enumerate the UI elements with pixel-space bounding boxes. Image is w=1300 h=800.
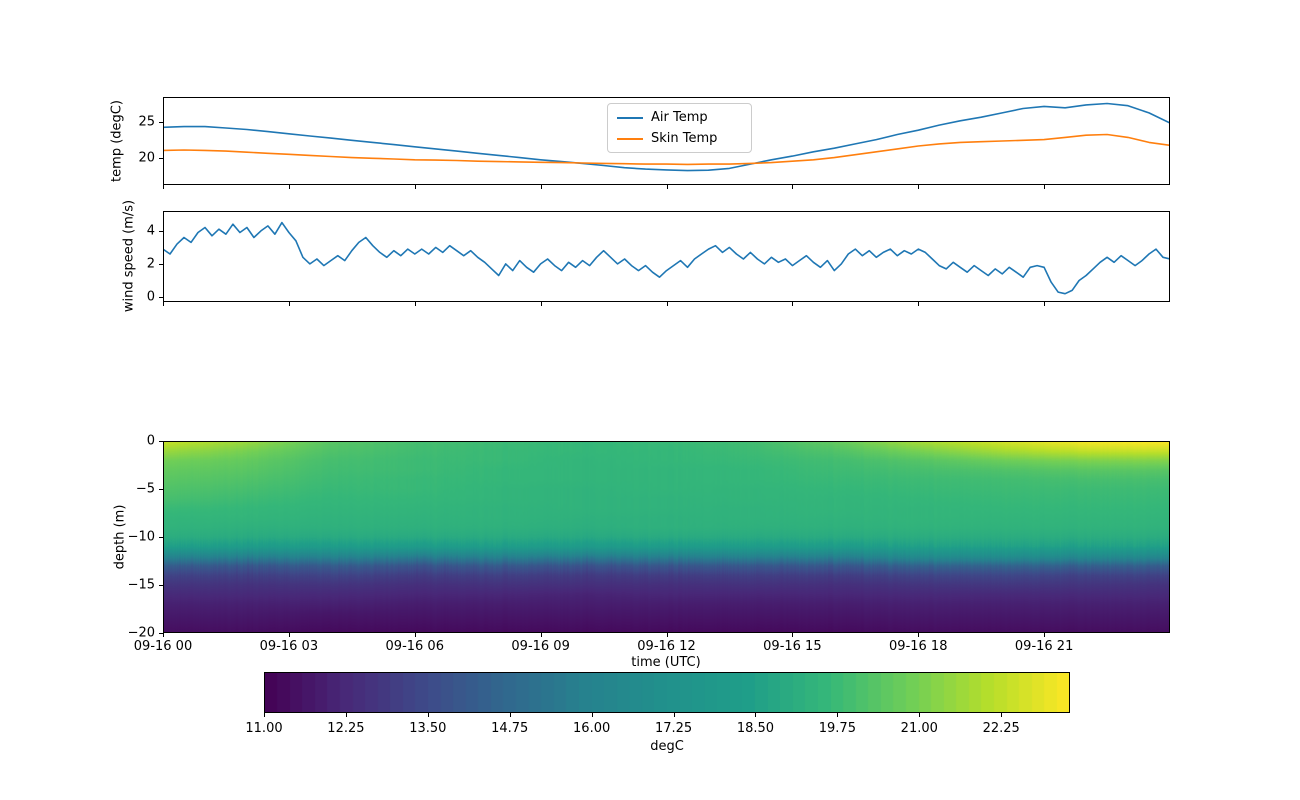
y-tick-label: 0 — [146, 433, 155, 449]
air-temp-line-sample — [617, 116, 643, 119]
x-tick — [666, 633, 668, 637]
colorbar — [264, 672, 1070, 713]
x-tick — [540, 633, 542, 637]
colorbar-tick-label: 11.00 — [245, 721, 283, 736]
y-tick-label: 20 — [138, 150, 155, 166]
y-tick-label: 25 — [138, 114, 155, 130]
colorbar-tick — [755, 713, 757, 717]
y-tick — [159, 158, 163, 160]
legend-entry-skin-temp: Skin Temp — [617, 131, 741, 146]
x-tick — [666, 302, 668, 306]
colorbar-label: degC — [650, 739, 684, 754]
y-tick — [159, 263, 163, 265]
y-tick-label: −10 — [127, 529, 155, 545]
x-tick-label: 09-16 06 — [385, 639, 444, 654]
legend-entry-air-temp: Air Temp — [617, 110, 741, 125]
air-temp-line — [163, 102, 1170, 172]
x-tick — [1044, 302, 1046, 306]
x-tick-label: 09-16 03 — [259, 639, 319, 654]
x-tick-label: 09-16 21 — [1014, 639, 1074, 654]
y-tick-label: −5 — [135, 481, 155, 497]
x-tick — [414, 302, 416, 306]
colorbar-tick — [673, 713, 675, 717]
y-tick-label: 4 — [146, 223, 155, 239]
x-tick — [918, 185, 920, 189]
x-tick-label: 09-16 15 — [763, 639, 822, 654]
colorbar-tick-label: 19.75 — [818, 721, 856, 736]
y-tick-label: −15 — [127, 577, 155, 593]
x-tick — [163, 302, 164, 306]
colorbar-tick-label: 16.00 — [573, 721, 611, 736]
y-tick — [159, 297, 163, 299]
x-tick — [666, 185, 668, 189]
x-tick-label: 09-16 18 — [889, 639, 948, 654]
x-tick — [163, 633, 164, 637]
skin-temp-legend-label: Skin Temp — [651, 131, 718, 146]
air-temp-legend-label: Air Temp — [651, 110, 708, 125]
colorbar-tick — [264, 713, 265, 717]
y-tick — [159, 441, 163, 442]
colorbar-tick-label: 13.50 — [409, 721, 447, 736]
x-tick — [163, 185, 164, 189]
x-tick — [792, 633, 794, 637]
y-tick — [159, 537, 163, 538]
skin-temp-line — [163, 133, 1170, 166]
depth-ylabel: depth (m) — [112, 504, 128, 570]
x-tick-label: 09-16 09 — [511, 639, 570, 654]
y-tick — [159, 122, 163, 124]
colorbar-tick-label: 22.25 — [982, 721, 1020, 736]
x-tick-label: 09-16 00 — [133, 639, 193, 654]
x-tick — [918, 302, 920, 306]
y-tick — [159, 230, 163, 232]
legend: Air Temp Skin Temp — [607, 103, 752, 153]
colorbar-tick-label: 12.25 — [327, 721, 365, 736]
x-tick — [540, 185, 542, 189]
x-tick — [918, 633, 920, 637]
colorbar-tick-label: 17.25 — [654, 721, 693, 736]
depth-temperature-heatmap — [163, 441, 1170, 633]
x-tick — [414, 185, 416, 189]
y-tick — [159, 633, 163, 634]
x-tick — [1044, 633, 1046, 637]
x-tick — [792, 185, 794, 189]
y-tick — [159, 489, 163, 490]
x-tick — [288, 633, 290, 637]
x-tick — [414, 633, 416, 637]
colorbar-tick — [1001, 713, 1003, 717]
y-tick — [159, 585, 163, 586]
skin-temp-line-sample — [617, 137, 643, 140]
x-tick-label: 09-16 12 — [637, 639, 696, 654]
x-tick — [792, 302, 794, 306]
x-tick — [288, 302, 290, 306]
colorbar-tick-label: 14.75 — [491, 721, 529, 736]
time-xlabel: time (UTC) — [631, 655, 701, 670]
colorbar-tick-label: 21.00 — [900, 721, 938, 736]
temp-ylabel: temp (degC) — [109, 100, 125, 182]
colorbar-tick — [837, 713, 839, 717]
wind-speed-line — [163, 221, 1170, 295]
wind-plot-area — [163, 221, 1170, 295]
colorbar-tick — [509, 713, 511, 717]
colorbar-tick — [919, 713, 921, 717]
colorbar-tick-label: 18.50 — [736, 721, 775, 736]
y-tick-label: 0 — [146, 289, 155, 305]
x-tick — [540, 302, 542, 306]
temp-plot-area — [163, 102, 1170, 172]
y-tick-label: −20 — [127, 625, 155, 641]
x-tick — [1044, 185, 1046, 189]
colorbar-tick — [427, 713, 429, 717]
colorbar-tick — [591, 713, 593, 717]
y-tick-label: 2 — [146, 256, 155, 272]
wind-ylabel: wind speed (m/s) — [121, 199, 137, 313]
colorbar-tick — [345, 713, 347, 717]
x-tick — [288, 185, 290, 189]
